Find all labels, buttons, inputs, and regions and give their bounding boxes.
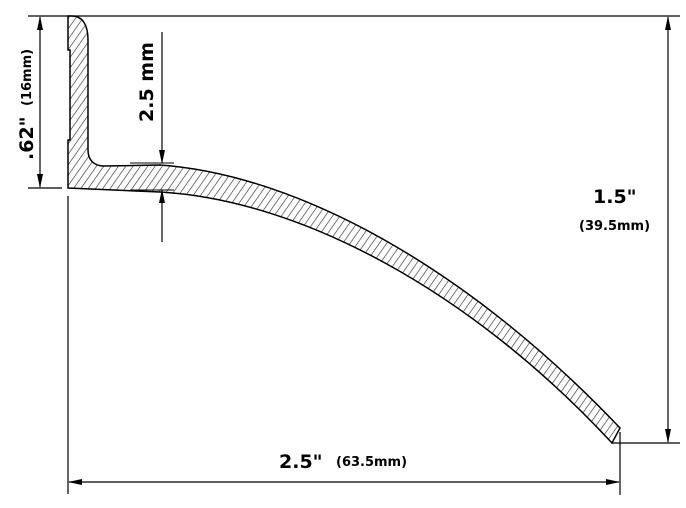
total-height-metric-label: (39.5mm) (579, 219, 650, 234)
leg-height-imperial-label: .62" (16, 116, 38, 160)
thickness-label: 2.5 mm (136, 42, 158, 122)
total-height-imperial-label: 1.5" (593, 186, 637, 208)
trim-profile (67, 15, 621, 445)
total-width-imperial-label: 2.5" (279, 451, 323, 473)
leg-height-metric-label: (16mm) (20, 49, 35, 106)
total-width-metric-label: (63.5mm) (336, 455, 407, 470)
